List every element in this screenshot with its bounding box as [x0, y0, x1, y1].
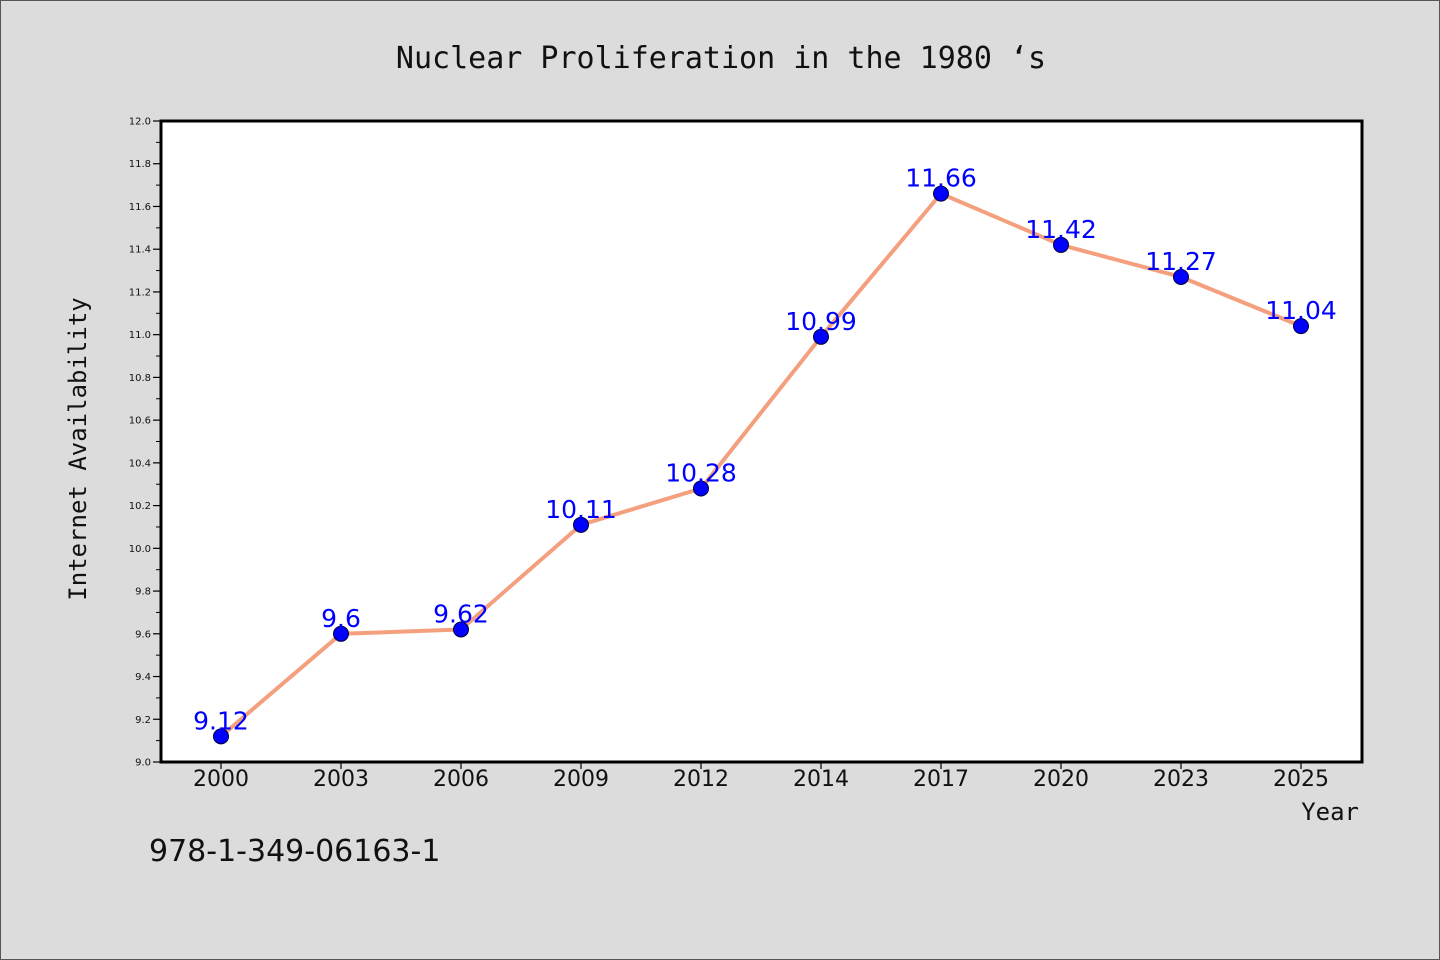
- data-label: 9.62: [433, 600, 489, 629]
- data-label: 9.6: [321, 604, 361, 633]
- data-point: [933, 185, 949, 202]
- y-tick-label: 9.6: [135, 629, 151, 640]
- y-tick-label: 11.2: [129, 287, 151, 298]
- data-point: [453, 621, 469, 638]
- x-tick-label: 2025: [1273, 767, 1329, 792]
- y-axis: 9.0 9.2 9.4 9.6 9.8 10.0 10.2 10.4 10.6 10.8 11.0 1…: [129, 117, 161, 769]
- y-tick-label: 9.0: [135, 758, 151, 769]
- y-tick-label: 11.4: [129, 245, 151, 256]
- x-axis: 2000 2003 2006 2009 2012 2014 2017 2020 2023 2025: [193, 762, 1329, 792]
- y-tick-label: 10.0: [129, 544, 151, 555]
- chart-title: Nuclear Proliferation in the 1980 ‘s: [396, 41, 1046, 76]
- x-tick-label: 2023: [1153, 767, 1209, 792]
- data-label: 10.28: [665, 459, 737, 488]
- y-tick-label: 11.6: [129, 202, 151, 213]
- x-tick-label: 2003: [313, 767, 369, 792]
- data-label: 9.12: [193, 706, 249, 735]
- data-label: 11.66: [905, 164, 977, 193]
- data-point: [813, 328, 829, 345]
- y-tick-label: 12.0: [129, 117, 151, 128]
- y-tick-label: 10.2: [129, 501, 151, 512]
- y-tick-label: 10.6: [129, 416, 151, 427]
- y-tick-label: 11.0: [129, 330, 151, 341]
- x-tick-label: 2009: [553, 767, 609, 792]
- data-point: [213, 728, 229, 745]
- data-label: 10.11: [545, 495, 617, 524]
- plot-area: [159, 119, 1364, 764]
- y-tick-label: 10.8: [129, 373, 151, 384]
- data-point: [1173, 268, 1189, 285]
- data-point: [333, 625, 349, 642]
- x-tick-label: 2017: [913, 767, 969, 792]
- data-label: 11.27: [1145, 247, 1217, 276]
- x-tick-label: 2012: [673, 767, 729, 792]
- y-tick-label: 9.4: [135, 672, 151, 683]
- x-axis-label: Year: [1301, 798, 1359, 826]
- data-label: 10.99: [785, 307, 857, 336]
- y-tick-label: 11.8: [129, 159, 151, 170]
- data-label: 11.04: [1265, 296, 1337, 325]
- x-tick-label: 2006: [433, 767, 489, 792]
- x-tick-label: 2020: [1033, 767, 1089, 792]
- y-tick-label: 10.4: [129, 458, 151, 469]
- series-line: [219, 191, 1302, 738]
- x-tick-label: 2000: [193, 767, 249, 792]
- isbn-text: 978-1-349-06163-1: [149, 834, 441, 869]
- y-tick-label: 9.8: [135, 587, 151, 598]
- data-labels: 9.12 9.6 9.62 10.11 10.28 10.99 11.66 11.42 11.2…: [193, 164, 1337, 736]
- series-markers: [213, 185, 1309, 745]
- data-point: [1053, 236, 1069, 253]
- data-point: [1293, 318, 1309, 335]
- y-axis-label: Internet Availability: [64, 297, 92, 600]
- data-point: [693, 480, 709, 497]
- data-label: 11.42: [1025, 215, 1097, 244]
- y-tick-label: 9.2: [135, 715, 151, 726]
- data-point: [573, 516, 589, 533]
- x-tick-label: 2014: [793, 767, 849, 792]
